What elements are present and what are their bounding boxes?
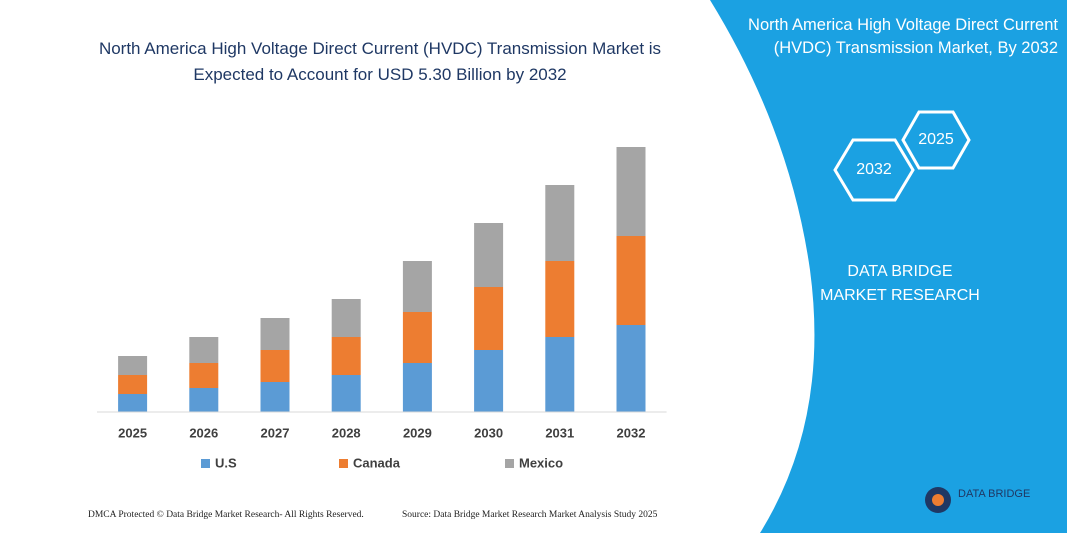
x-tick-label: 2026 — [189, 425, 218, 440]
hexagon — [833, 138, 915, 202]
footer-right: Source: Data Bridge Market Research Mark… — [402, 510, 658, 520]
bar-segment — [189, 337, 219, 363]
bar-segment — [331, 299, 361, 337]
legend-label: Canada — [353, 455, 401, 470]
x-tick-label: 2027 — [261, 425, 290, 440]
bar-segment — [331, 337, 361, 375]
legend-label: U.S — [215, 455, 237, 470]
bar-segment — [331, 375, 361, 412]
panel-title: North America High Voltage Direct Curren… — [748, 16, 1058, 57]
legend-swatch — [201, 459, 210, 468]
legend-swatch — [339, 459, 348, 468]
bar-segment — [402, 312, 432, 363]
hex-label: 2032 — [856, 161, 892, 178]
logo-icon — [932, 494, 944, 506]
brand: DATA BRIDGE MARKET RESEARCH — [820, 263, 980, 304]
bar-segment — [616, 325, 646, 412]
footer-left: DMCA Protected © Data Bridge Market Rese… — [88, 509, 364, 520]
bar-segment — [260, 350, 290, 382]
side-panel — [710, 0, 1067, 533]
x-tick-label: 2028 — [332, 425, 361, 440]
bar-segment — [474, 350, 504, 412]
legend-swatch — [505, 459, 514, 468]
bar-segment — [189, 363, 219, 388]
x-tick-label: 2029 — [403, 425, 432, 440]
bar-segment — [616, 236, 646, 325]
bar-segment — [189, 388, 219, 412]
bar-segment — [616, 147, 646, 236]
hexagon — [901, 110, 971, 170]
bar-segment — [260, 318, 290, 350]
x-tick-label: 2030 — [474, 425, 503, 440]
bar-segment — [474, 223, 504, 287]
hex-label: 2025 — [918, 131, 954, 148]
bar-segment — [260, 382, 290, 412]
bar-segment — [545, 261, 575, 337]
bar-segment — [545, 337, 575, 412]
bar-segment — [118, 375, 148, 394]
legend-label: Mexico — [519, 455, 563, 470]
x-tick-label: 2025 — [118, 425, 147, 440]
chart-title: North America High Voltage Direct Curren… — [98, 39, 662, 84]
x-tick-label: 2031 — [545, 425, 574, 440]
bar-segment — [545, 185, 575, 261]
x-tick-label: 2032 — [617, 425, 646, 440]
bar-segment — [118, 394, 148, 412]
bar-segment — [402, 261, 432, 312]
bar-segment — [118, 356, 148, 375]
bar-segment — [474, 287, 504, 350]
logo-text: DATA BRIDGE — [958, 488, 1030, 500]
bar-segment — [402, 363, 432, 412]
